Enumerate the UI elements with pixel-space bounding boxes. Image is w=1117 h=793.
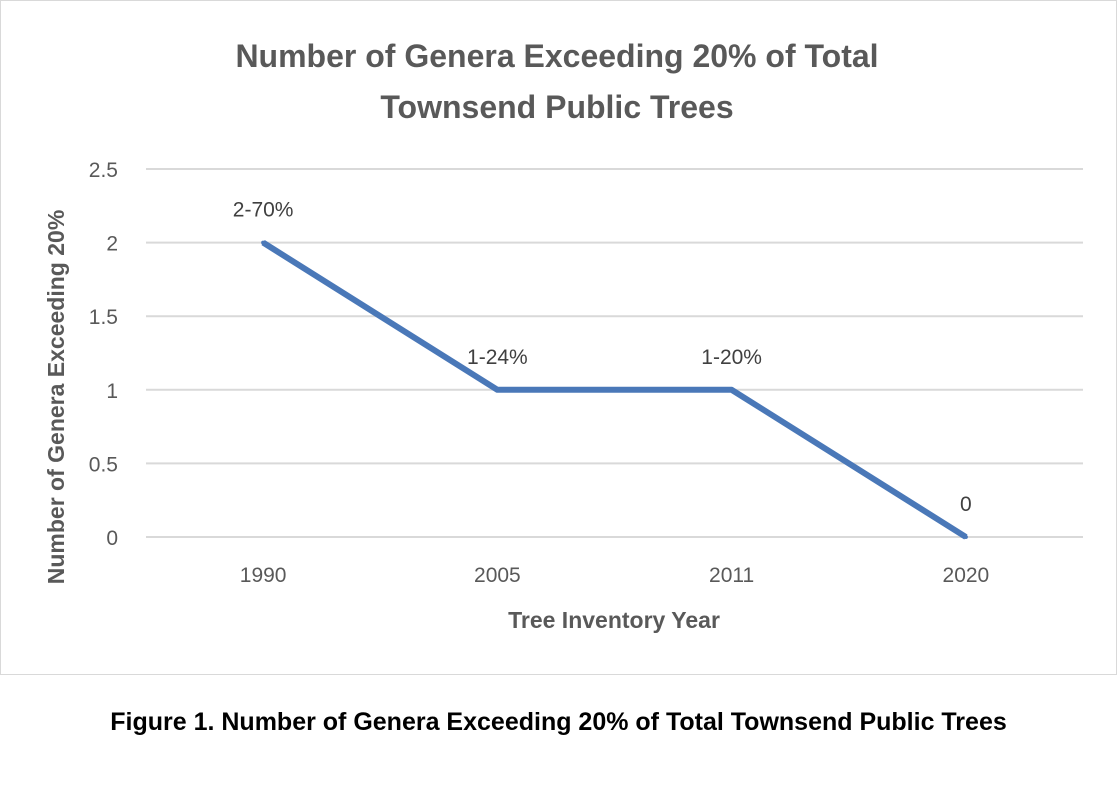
figure-caption: Figure 1. Number of Genera Exceeding 20%… bbox=[110, 708, 1007, 736]
x-axis-label: Tree Inventory Year bbox=[508, 607, 720, 633]
y-tick-label: 0.5 bbox=[89, 453, 118, 476]
y-axis-label: Number of Genera Exceeding 20% bbox=[43, 210, 69, 585]
data-point bbox=[963, 535, 968, 539]
data-label: 1-24% bbox=[467, 346, 528, 369]
data-series bbox=[261, 240, 968, 540]
y-tick-label: 0 bbox=[106, 527, 118, 550]
chart-area: Number of Genera Exceeding 20% of Total … bbox=[0, 0, 1117, 675]
y-tick-label: 1.5 bbox=[89, 306, 118, 329]
data-point bbox=[261, 240, 266, 245]
x-tick-label: 2005 bbox=[474, 564, 521, 587]
y-axis-tick-labels: 0 0.5 1 1.5 2 2.5 bbox=[89, 159, 118, 550]
chart-title-line-2: Townsend Public Trees bbox=[380, 89, 733, 125]
data-label: 1-20% bbox=[701, 346, 762, 369]
x-axis-tick-labels: 1990 2005 2011 2020 bbox=[240, 564, 989, 587]
x-tick-label: 2020 bbox=[943, 564, 990, 587]
y-tick-label: 1 bbox=[106, 380, 118, 403]
data-label: 0 bbox=[960, 493, 972, 516]
y-tick-label: 2.5 bbox=[89, 159, 118, 182]
x-tick-label: 1990 bbox=[240, 564, 287, 587]
chart-title-line-1: Number of Genera Exceeding 20% of Total bbox=[235, 38, 878, 74]
data-point bbox=[729, 387, 734, 392]
x-tick-label: 2011 bbox=[709, 564, 754, 587]
data-point bbox=[495, 387, 500, 392]
gridlines bbox=[146, 168, 1083, 538]
series-line bbox=[261, 240, 968, 540]
line-chart: Number of Genera Exceeding 20% of Total … bbox=[43, 38, 1083, 633]
chart-title: Number of Genera Exceeding 20% of Total … bbox=[235, 38, 878, 125]
data-label: 2-70% bbox=[233, 199, 294, 222]
data-labels: 2-70% 1-24% 1-20% 0 bbox=[233, 199, 972, 516]
y-tick-label: 2 bbox=[106, 233, 118, 256]
